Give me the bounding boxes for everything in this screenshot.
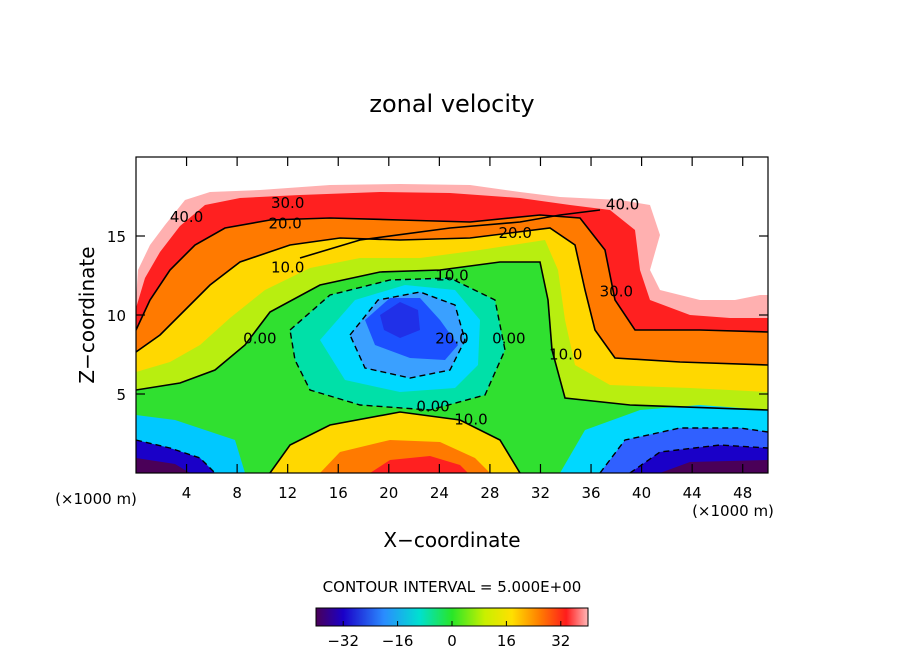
contour-line-negative xyxy=(289,277,506,411)
colorbar-tick-label: 0 xyxy=(447,632,457,650)
colorbar-tick-label: 32 xyxy=(551,632,570,650)
contour-label: 10.0 xyxy=(549,346,582,364)
x-tick-label: 12 xyxy=(278,484,297,502)
x-tick-label: 40 xyxy=(632,484,651,502)
contour-label: 10.0 xyxy=(271,259,304,277)
contour-line xyxy=(269,411,521,473)
y-tick-label: 15 xyxy=(107,228,126,246)
y-tick-label: 5 xyxy=(116,386,126,404)
contour-lines-negative xyxy=(136,277,768,473)
contour-line xyxy=(136,261,768,411)
x-tick-label: 44 xyxy=(683,484,702,502)
contour-label: 0.00 xyxy=(492,330,525,348)
contour-label: 30.0 xyxy=(600,282,633,300)
x-tick-label: 32 xyxy=(531,484,550,502)
field-bottom-center-pos3 xyxy=(370,456,468,473)
contour-label: 20.0 xyxy=(435,330,468,348)
contour-lines xyxy=(136,209,768,473)
contour-line-negative xyxy=(136,439,216,473)
contour-label: 10.0 xyxy=(454,410,487,428)
x-unit-left: (×1000 m) xyxy=(55,490,137,508)
contour-line-negative xyxy=(349,291,466,379)
contour-label: 20.0 xyxy=(498,224,531,242)
contour-interval-text: CONTOUR INTERVAL = 5.000E+00 xyxy=(323,578,582,596)
colorbar-tick-label: −32 xyxy=(327,632,359,650)
contour-label: 40.0 xyxy=(170,208,203,226)
contour-line xyxy=(136,227,768,366)
x-axis-label: X−coordinate xyxy=(383,528,520,552)
colorbar-tick-label: 16 xyxy=(497,632,516,650)
x-tick-label: 24 xyxy=(430,484,449,502)
y-tick-label: 10 xyxy=(107,307,126,325)
chart-title: zonal velocity xyxy=(369,90,534,118)
field-bottom-right-neg4 xyxy=(660,460,768,473)
contour-label: 40.0 xyxy=(606,195,639,213)
x-tick-label: 8 xyxy=(232,484,242,502)
contour-label: 20.0 xyxy=(268,214,301,232)
contour-label: 30.0 xyxy=(271,194,304,212)
x-tick-label: 20 xyxy=(379,484,398,502)
velocity-field: 40.0 30.0 20.0 10.0 40.0 20.0 10.0 30.0 0.00 20.0… xyxy=(136,184,768,473)
field-cell-neg25 xyxy=(380,302,420,338)
x-tick-label: 36 xyxy=(581,484,600,502)
contour-line-negative xyxy=(629,444,768,473)
contour-line xyxy=(136,214,768,333)
x-unit-right: (×1000 m) xyxy=(692,502,774,520)
x-tick-label: 28 xyxy=(480,484,499,502)
field-bottom-left-neg3 xyxy=(136,458,190,473)
contour-label: 10.0 xyxy=(435,267,468,285)
contour-line xyxy=(299,209,601,259)
contour-label: 0.00 xyxy=(243,330,276,348)
colorbar-ticks: −32 −16 0 16 32 xyxy=(327,621,570,650)
x-tick-label: 16 xyxy=(329,484,348,502)
y-axis-label: Z−coordinate xyxy=(75,246,99,383)
contour-label: 0.00 xyxy=(416,398,449,416)
colorbar-tick-label: −16 xyxy=(382,632,414,650)
contour-labels: 40.0 30.0 20.0 10.0 40.0 20.0 10.0 30.0 0.00 20.0… xyxy=(170,194,639,428)
x-tick-label: 4 xyxy=(182,484,192,502)
x-tick-label: 48 xyxy=(733,484,752,502)
